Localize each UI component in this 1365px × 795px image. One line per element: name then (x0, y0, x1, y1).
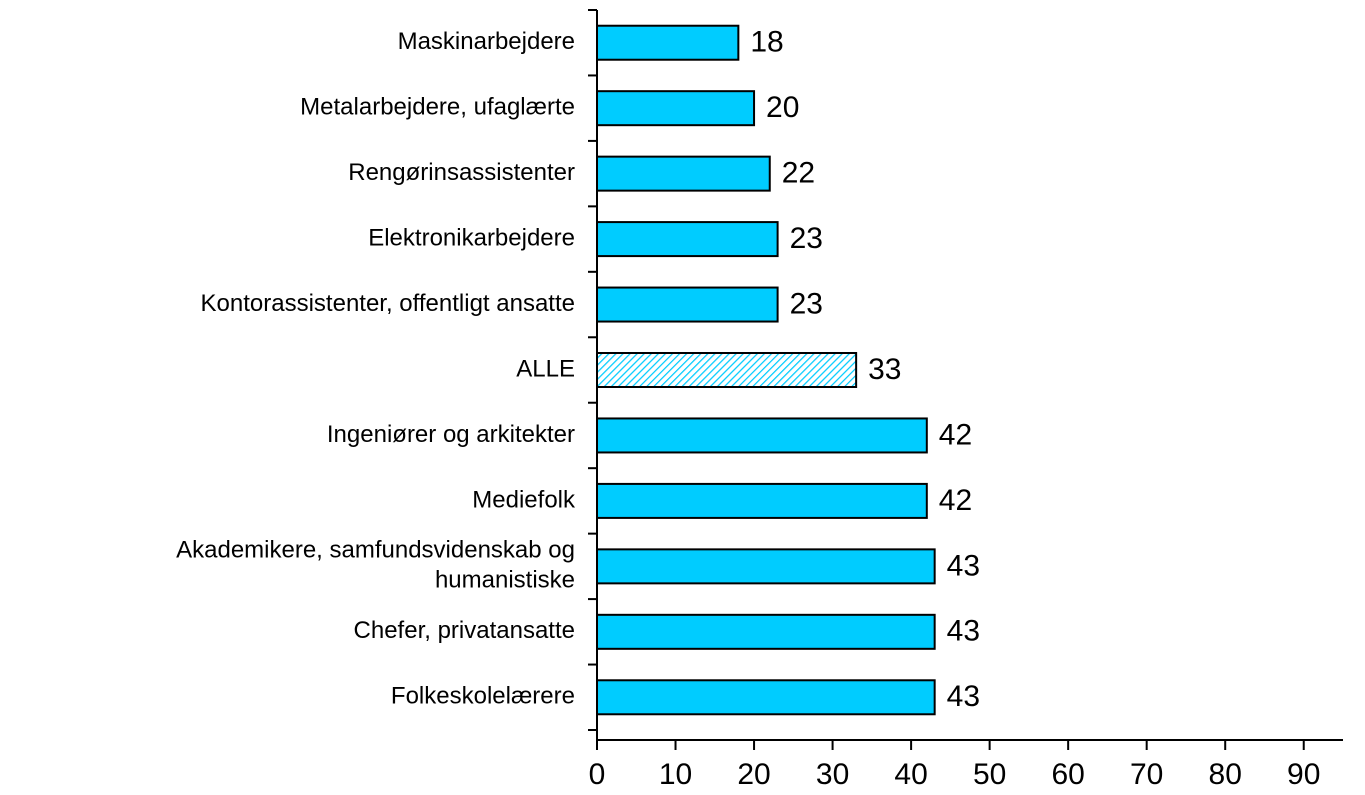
bar (596, 221, 779, 258)
x-tick-label: 70 (1130, 758, 1163, 791)
category-label: Ingeniører og arkitekter (327, 421, 575, 448)
x-tick-label: 90 (1287, 758, 1320, 791)
category-label: Rengørinsassistenter (348, 159, 575, 186)
value-label: 23 (790, 222, 823, 255)
category-label: ALLE (516, 355, 575, 382)
value-label: 43 (947, 549, 980, 582)
category-label: Elektronikarbejdere (368, 224, 575, 251)
value-label: 33 (868, 353, 901, 386)
value-label: 43 (947, 680, 980, 713)
value-label: 42 (939, 484, 972, 517)
bar (596, 548, 936, 585)
bar (596, 613, 936, 650)
bar (596, 679, 936, 716)
category-label: Metalarbejdere, ufaglærte (300, 94, 575, 121)
x-tick-label: 40 (894, 758, 927, 791)
category-label: Maskinarbejdere (398, 28, 575, 55)
value-label: 20 (766, 91, 799, 124)
value-label: 23 (790, 287, 823, 320)
value-label: 42 (939, 418, 972, 451)
x-tick-label: 20 (737, 758, 770, 791)
value-label: 18 (750, 26, 783, 59)
bar (596, 352, 858, 388)
x-tick-label: 60 (1051, 758, 1084, 791)
value-label: 43 (947, 615, 980, 648)
category-label: Kontorassistenter, offentligt ansatte (201, 290, 575, 317)
category-label: Akademikere, samfundsvidenskab og humanis… (176, 537, 575, 594)
bar (596, 417, 928, 454)
x-tick-label: 80 (1209, 758, 1242, 791)
bar (596, 482, 928, 519)
category-label: Chefer, privatansatte (354, 617, 575, 644)
bar (596, 155, 771, 192)
bar (596, 90, 756, 127)
category-label: Folkeskolelærere (391, 683, 575, 710)
bar (596, 24, 740, 61)
x-tick-label: 50 (973, 758, 1006, 791)
bar (596, 286, 779, 323)
x-tick-label: 10 (659, 758, 692, 791)
x-tick-label: 30 (816, 758, 849, 791)
category-label: Mediefolk (472, 486, 576, 513)
x-tick-label: 0 (589, 758, 606, 791)
value-label: 22 (782, 157, 815, 190)
